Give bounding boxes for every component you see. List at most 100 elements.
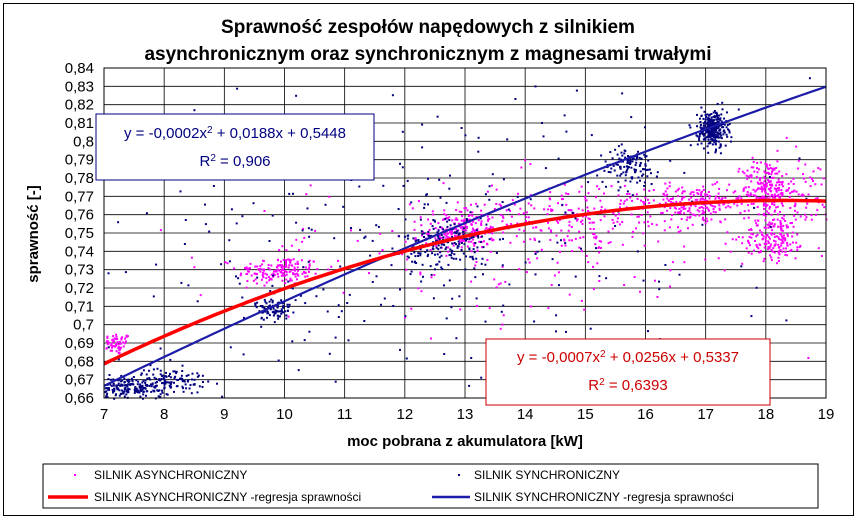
- async-point: [714, 197, 717, 200]
- sync-point: [484, 193, 487, 196]
- sync-point: [413, 251, 416, 254]
- sync-point: [193, 383, 196, 386]
- async-point: [667, 199, 670, 202]
- sync-point: [125, 390, 128, 393]
- async-point: [306, 275, 309, 278]
- sync-point: [216, 382, 218, 385]
- sync-point: [720, 137, 723, 140]
- sync-point: [474, 276, 477, 279]
- async-point: [792, 177, 795, 180]
- async-point: [489, 250, 492, 253]
- sync-point: [417, 255, 420, 257]
- async-point: [522, 212, 525, 215]
- sync-point: [630, 116, 633, 119]
- sync-point: [624, 150, 627, 152]
- sync-point: [646, 175, 649, 178]
- r2-async-text: R2 = 0,6393: [588, 377, 667, 395]
- sync-point: [294, 299, 297, 302]
- async-point: [776, 149, 779, 152]
- async-point: [704, 195, 707, 198]
- async-point: [738, 195, 741, 198]
- async-point: [413, 228, 416, 231]
- async-point: [700, 206, 703, 208]
- sync-point: [184, 383, 187, 386]
- async-point: [757, 182, 760, 185]
- async-point: [437, 222, 440, 225]
- async-point: [773, 204, 776, 206]
- async-point: [677, 187, 680, 190]
- async-point: [769, 180, 772, 183]
- x-tick-label: 8: [160, 406, 168, 423]
- async-point: [261, 263, 264, 266]
- async-point: [676, 189, 679, 192]
- async-point: [770, 248, 773, 251]
- async-point: [557, 221, 559, 224]
- sync-point: [337, 304, 340, 307]
- async-point: [265, 281, 268, 284]
- sync-point: [453, 231, 456, 234]
- async-point: [700, 190, 703, 193]
- async-point: [411, 207, 414, 210]
- async-point: [599, 199, 602, 202]
- async-point: [746, 191, 749, 193]
- async-point: [654, 279, 656, 282]
- y-tick-label: 0,66: [65, 390, 94, 407]
- x-axis-label: moc pobrana z akumulatora [kW]: [347, 433, 583, 450]
- async-point: [495, 188, 498, 191]
- async-point: [535, 226, 538, 229]
- sync-point: [197, 374, 200, 377]
- sync-point: [163, 386, 166, 389]
- async-point: [483, 240, 485, 243]
- async-point: [773, 194, 776, 197]
- async-point: [723, 203, 726, 205]
- async-point: [762, 197, 765, 200]
- sync-point: [470, 236, 473, 239]
- sync-point: [328, 352, 331, 355]
- sync-point: [173, 390, 175, 393]
- sync-point: [722, 133, 725, 136]
- async-point: [755, 244, 758, 246]
- legend-marker-sync: [458, 474, 460, 476]
- sync-point: [273, 312, 276, 315]
- sync-point: [728, 129, 731, 132]
- sync-point: [392, 305, 395, 307]
- async-point: [460, 246, 463, 249]
- async-point: [745, 174, 748, 177]
- async-point: [758, 197, 761, 200]
- legend-item-sync: SILNIK SYNCHRONICZNY: [458, 468, 620, 482]
- chart-svg: Sprawność zespołów napędowych z silnikie…: [25, 17, 834, 509]
- sync-point: [451, 242, 454, 245]
- async-point: [445, 234, 448, 237]
- async-point: [607, 242, 610, 245]
- sync-point: [555, 314, 558, 317]
- async-point: [524, 159, 527, 162]
- sync-point: [268, 304, 271, 307]
- async-point: [312, 260, 315, 263]
- async-point: [598, 246, 600, 249]
- async-point: [678, 207, 681, 210]
- async-point: [747, 175, 750, 178]
- async-point: [790, 190, 793, 193]
- sync-point: [421, 123, 424, 126]
- sync-point: [714, 129, 717, 132]
- sync-point: [638, 156, 641, 159]
- sync-point: [183, 243, 186, 245]
- sync-point: [383, 297, 386, 300]
- async-point: [289, 279, 291, 282]
- sync-point: [502, 237, 504, 240]
- async-point: [244, 267, 246, 270]
- sync-point: [115, 393, 117, 396]
- async-point: [617, 194, 620, 197]
- async-point: [796, 246, 799, 249]
- async-point: [510, 215, 513, 218]
- async-point: [742, 189, 745, 192]
- async-point: [471, 214, 474, 217]
- async-point: [786, 234, 789, 237]
- async-point: [458, 240, 461, 243]
- async-point: [294, 275, 297, 278]
- sync-point: [243, 316, 245, 319]
- sync-point: [155, 263, 158, 266]
- sync-point: [609, 171, 612, 174]
- async-point: [263, 284, 266, 287]
- async-point: [675, 200, 678, 203]
